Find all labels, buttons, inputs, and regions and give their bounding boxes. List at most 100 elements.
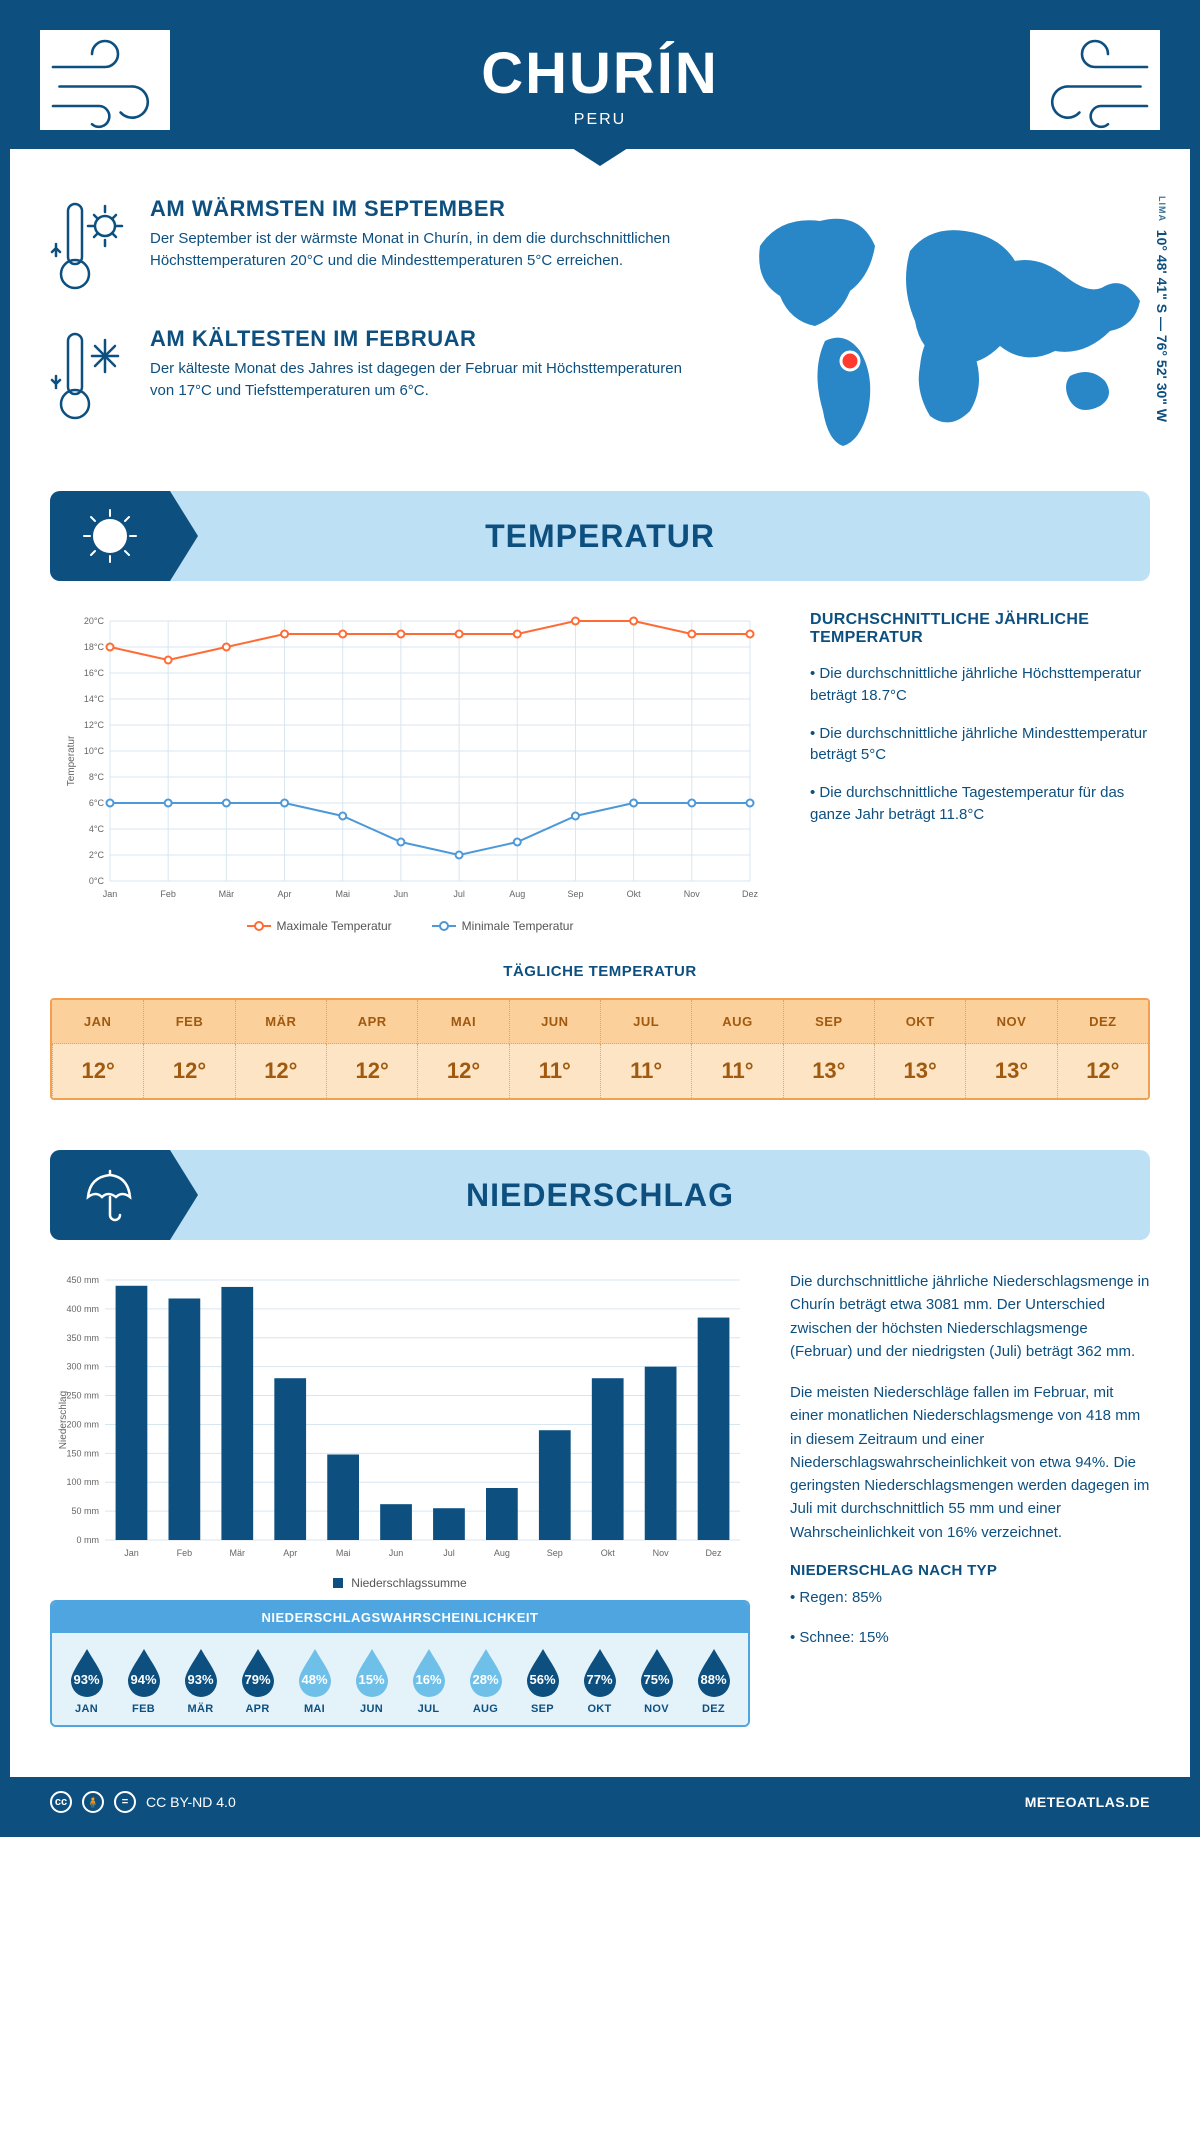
drop-icon: 88% [693,1647,735,1697]
temperature-info: DURCHSCHNITTLICHE JÄHRLICHE TEMPERATUR •… [810,611,1150,933]
precipitation-info: Die durchschnittliche jährliche Niedersc… [790,1270,1150,1727]
prob-month: JAN [60,1703,113,1715]
svg-text:2°C: 2°C [89,850,105,860]
page-title: CHURÍN [30,40,1170,107]
svg-text:Niederschlag: Niederschlag [58,1391,69,1449]
daily-value: 12° [143,1044,234,1098]
svg-text:50 mm: 50 mm [71,1506,99,1516]
svg-text:Mai: Mai [335,889,350,899]
drop-icon: 16% [408,1647,450,1697]
precip-type-title: NIEDERSCHLAG NACH TYP [790,1562,1150,1579]
prob-month: JUL [402,1703,455,1715]
daily-month: AUG [691,1000,782,1044]
precipitation-chart: 0 mm50 mm100 mm150 mm200 mm250 mm300 mm3… [50,1270,750,1727]
license-text: CC BY-ND 4.0 [146,1794,236,1810]
svg-text:0 mm: 0 mm [77,1535,100,1545]
prob-cell: 16% JUL [402,1647,455,1715]
svg-text:Sep: Sep [547,1548,563,1558]
world-map-svg [730,196,1150,456]
wind-icon [1030,30,1160,130]
daily-value: 11° [691,1044,782,1098]
thermometer-sun-icon [50,196,130,301]
svg-text:Feb: Feb [160,889,176,899]
prob-cell: 94% FEB [117,1647,170,1715]
daily-month: JUN [509,1000,600,1044]
drop-icon: 79% [237,1647,279,1697]
page: CHURÍN PERU AM WÄRMSTEN IM SEPTEMBER [0,0,1200,1837]
cc-icon: cc [50,1791,72,1813]
svg-text:Sep: Sep [567,889,583,899]
svg-text:4°C: 4°C [89,824,105,834]
prob-month: APR [231,1703,284,1715]
by-icon: 🧍 [82,1791,104,1813]
prob-month: NOV [630,1703,683,1715]
daily-value: 12° [417,1044,508,1098]
precipitation-section-header: NIEDERSCHLAG [50,1150,1150,1240]
prob-cell: 48% MAI [288,1647,341,1715]
intro-section: AM WÄRMSTEN IM SEPTEMBER Der September i… [50,196,1150,461]
svg-text:Feb: Feb [177,1548,193,1558]
world-map: LIMA 10° 48' 41" S — 76° 52' 30" W [730,196,1150,461]
wind-icon [40,30,170,130]
svg-text:Okt: Okt [627,889,642,899]
daily-value: 12° [235,1044,326,1098]
svg-text:Jan: Jan [124,1548,139,1558]
svg-text:Okt: Okt [601,1548,616,1558]
precip-type-bullet: • Regen: 85% [790,1587,1150,1610]
svg-text:10°C: 10°C [84,746,105,756]
warmest-block: AM WÄRMSTEN IM SEPTEMBER Der September i… [50,196,700,301]
prob-month: AUG [459,1703,512,1715]
drop-icon: 77% [579,1647,621,1697]
prob-cell: 88% DEZ [687,1647,740,1715]
prob-cell: 28% AUG [459,1647,512,1715]
site-name: METEOATLAS.DE [1025,1794,1150,1810]
svg-text:6°C: 6°C [89,798,105,808]
umbrella-icon [50,1150,170,1240]
daily-month: JAN [52,1000,143,1044]
daily-month: NOV [965,1000,1056,1044]
svg-text:400 mm: 400 mm [66,1304,99,1314]
svg-text:Jun: Jun [394,889,409,899]
daily-value: 12° [1057,1044,1148,1098]
temperature-legend: Maximale Temperatur Minimale Temperatur [50,919,770,933]
temp-info-title: DURCHSCHNITTLICHE JÄHRLICHE TEMPERATUR [810,611,1150,647]
daily-temp-title: TÄGLICHE TEMPERATUR [50,963,1150,980]
daily-month: SEP [783,1000,874,1044]
svg-text:Nov: Nov [684,889,701,899]
daily-value: 13° [783,1044,874,1098]
header-chevron [572,148,628,166]
svg-text:Mär: Mär [219,889,235,899]
svg-text:Apr: Apr [278,889,292,899]
prob-cell: 77% OKT [573,1647,626,1715]
coldest-block: AM KÄLTESTEN IM FEBRUAR Der kälteste Mon… [50,326,700,431]
svg-text:0°C: 0°C [89,876,105,886]
footer: cc 🧍 = CC BY-ND 4.0 METEOATLAS.DE [10,1777,1190,1827]
svg-text:200 mm: 200 mm [66,1419,99,1429]
daily-temp-table: JANFEBMÄRAPRMAIJUNJULAUGSEPOKTNOVDEZ12°1… [50,998,1150,1100]
svg-text:Dez: Dez [742,889,759,899]
drop-icon: 48% [294,1647,336,1697]
svg-text:Apr: Apr [283,1548,297,1558]
svg-text:350 mm: 350 mm [66,1333,99,1343]
header: CHURÍN PERU [10,10,1190,149]
prob-cell: 93% JAN [60,1647,113,1715]
warmest-title: AM WÄRMSTEN IM SEPTEMBER [150,196,700,222]
svg-text:Temperatur: Temperatur [66,735,77,786]
svg-text:Jan: Jan [103,889,118,899]
prob-month: FEB [117,1703,170,1715]
svg-text:12°C: 12°C [84,720,105,730]
svg-text:8°C: 8°C [89,772,105,782]
daily-month: JUL [600,1000,691,1044]
drop-icon: 56% [522,1647,564,1697]
prob-title: NIEDERSCHLAGSWAHRSCHEINLICHKEIT [52,1602,748,1633]
daily-month: OKT [874,1000,965,1044]
thermometer-snow-icon [50,326,130,431]
svg-text:Aug: Aug [494,1548,510,1558]
svg-text:300 mm: 300 mm [66,1362,99,1372]
svg-text:Mai: Mai [336,1548,351,1558]
daily-month: APR [326,1000,417,1044]
precip-p2: Die meisten Niederschläge fallen im Febr… [790,1381,1150,1544]
precipitation-title: NIEDERSCHLAG [466,1177,734,1214]
temperature-chart: 0°C2°C4°C6°C8°C10°C12°C14°C16°C18°C20°CJ… [50,611,770,933]
country-label: PERU [30,111,1170,129]
